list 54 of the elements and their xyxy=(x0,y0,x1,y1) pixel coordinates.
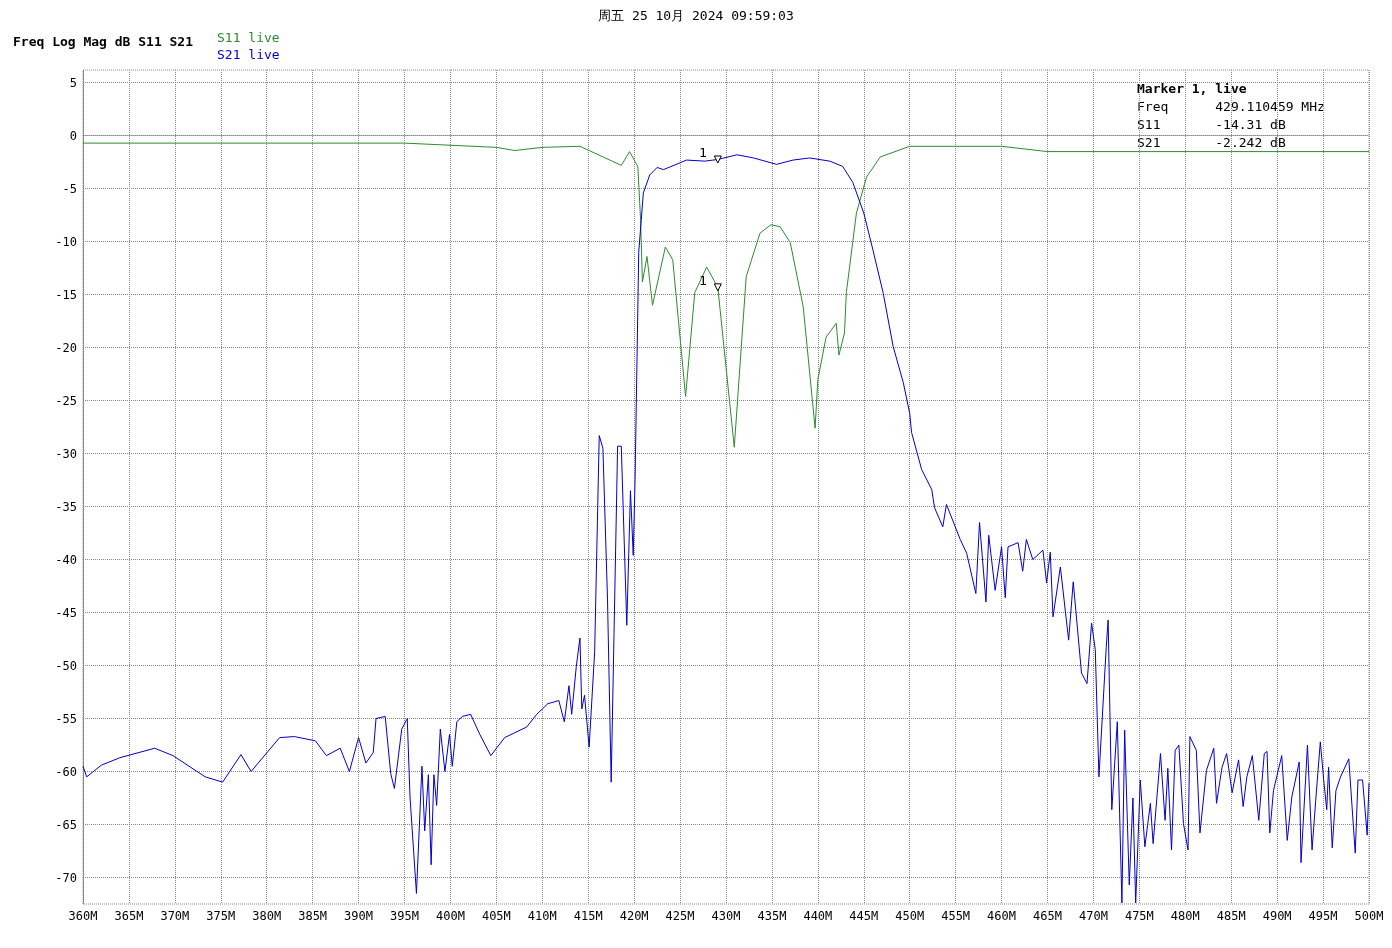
x-tick-label: 415M xyxy=(573,909,603,923)
y-tick-label: -55 xyxy=(55,711,77,726)
x-tick-label: 455M xyxy=(941,909,971,923)
y-tick-label: -65 xyxy=(55,817,77,832)
x-tick-label: 450M xyxy=(895,909,925,923)
x-tick-label: 470M xyxy=(1078,909,1108,923)
text: S11 live xyxy=(217,29,280,45)
x-tick-label: 460M xyxy=(987,909,1017,923)
y-tick-label: -10 xyxy=(55,234,77,249)
chart-title: 周五 25 10月 2024 09:59:03 xyxy=(598,8,794,23)
x-tick-label: 465M xyxy=(1033,909,1062,923)
x-tick-label: 485M xyxy=(1216,909,1246,923)
y-tick-label: -45 xyxy=(55,605,77,620)
y-tick-label: -5 xyxy=(62,181,77,196)
annotation: S11 -14.31 dB xyxy=(1137,117,1286,132)
x-tick-label: 405M xyxy=(481,909,511,923)
y-tick-label: -25 xyxy=(55,393,77,408)
x-tick-label: 375M xyxy=(206,909,236,923)
x-tick-label: 500M xyxy=(1354,909,1384,923)
y-tick-label: -60 xyxy=(55,764,77,779)
x-tick-label: 445M xyxy=(849,909,879,923)
y-tick-label: -70 xyxy=(55,870,77,885)
x-tick-label: 495M xyxy=(1308,909,1338,923)
x-tick-label: 480M xyxy=(1170,909,1200,923)
y-tick-label: -50 xyxy=(55,658,77,673)
y-tick-label: -20 xyxy=(55,340,77,355)
annotation: 1 xyxy=(699,144,707,160)
x-tick-label: 425M xyxy=(665,909,695,923)
x-tick-label: 370M xyxy=(160,909,190,923)
x-tick-label: 385M xyxy=(298,909,328,923)
x-tick-label: 435M xyxy=(757,909,787,923)
y-tick-label: 5 xyxy=(69,75,77,90)
x-tick-label: 360M xyxy=(68,909,98,923)
annotation: 1 xyxy=(699,272,707,288)
x-tick-label: 490M xyxy=(1262,909,1292,923)
text: S21 live xyxy=(217,47,280,62)
annotation: Marker 1, live xyxy=(1137,81,1247,96)
chart-subtitle: Freq Log Mag dB S11 S21 xyxy=(13,34,194,49)
x-tick-label: 430M xyxy=(711,909,741,923)
x-tick-label: 475M xyxy=(1124,909,1154,923)
x-tick-label: 390M xyxy=(344,909,374,923)
x-tick-label: 365M xyxy=(114,909,144,923)
x-tick-label: 395M xyxy=(390,909,419,923)
x-tick-label: 410M xyxy=(527,909,557,923)
y-tick-label: -40 xyxy=(55,552,77,567)
y-tick-label: -35 xyxy=(55,499,77,514)
x-tick-label: 420M xyxy=(619,909,649,923)
annotation: S21 -2.242 dB xyxy=(1137,135,1286,150)
y-tick-label: -15 xyxy=(55,287,77,302)
x-tick-label: 380M xyxy=(252,909,282,923)
y-tick-label: 0 xyxy=(69,128,77,143)
y-tick-label: -30 xyxy=(55,446,77,461)
x-tick-label: 400M xyxy=(435,909,465,923)
x-tick-label: 440M xyxy=(803,909,833,923)
